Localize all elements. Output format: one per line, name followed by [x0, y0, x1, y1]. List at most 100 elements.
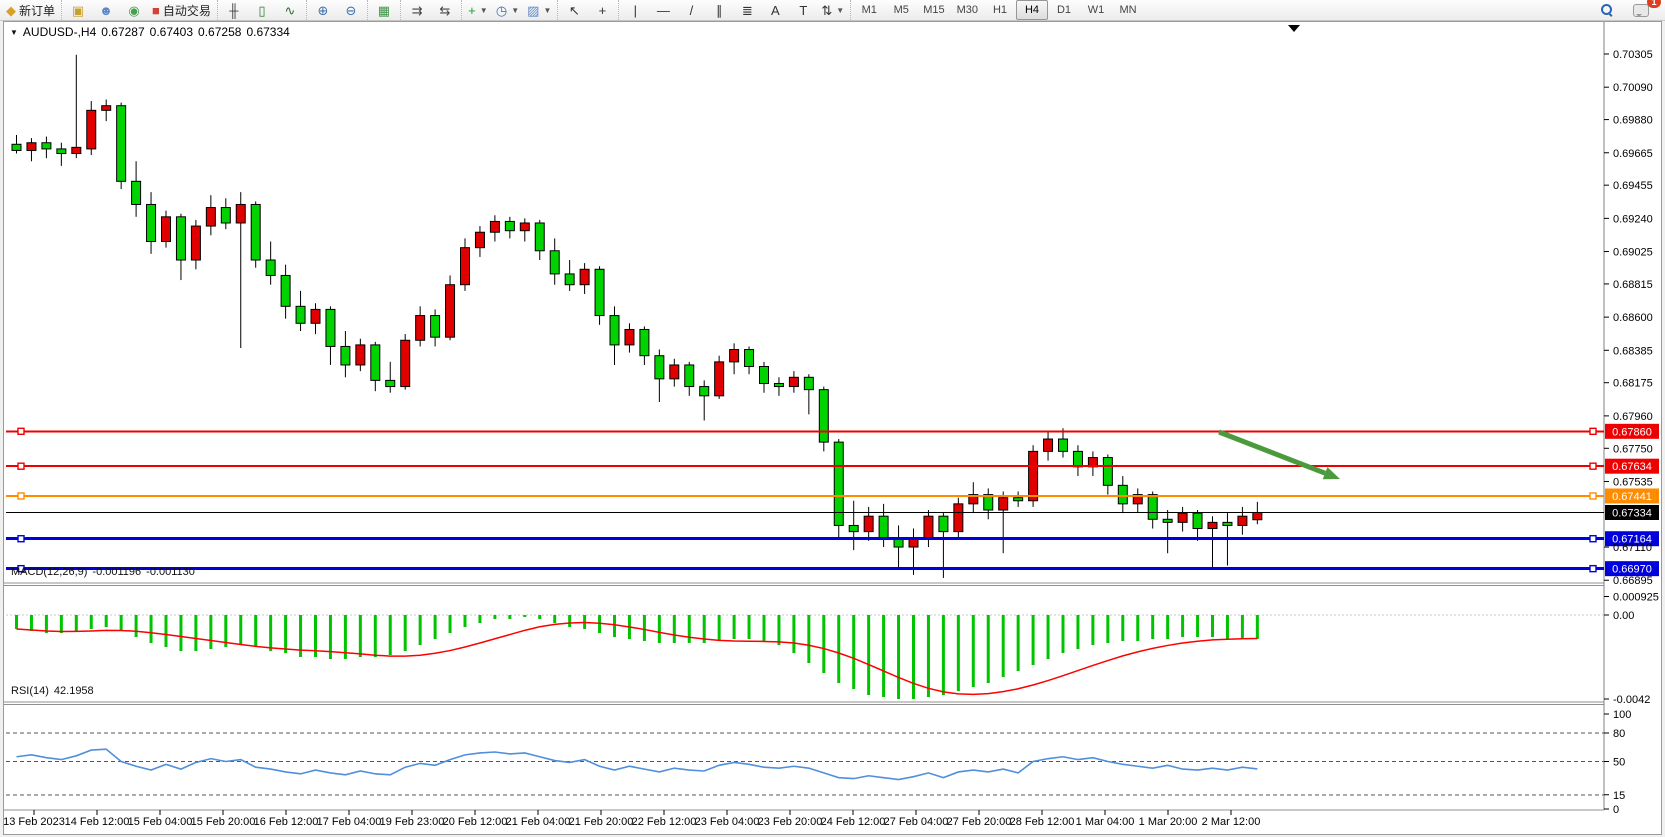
chart-shift-marker[interactable]	[1288, 25, 1300, 32]
candle-body	[295, 305, 306, 324]
timeframe-d1-button[interactable]: D1	[1056, 4, 1072, 16]
candle-body	[1132, 494, 1143, 505]
chevron-down-icon[interactable]: ▼	[511, 5, 520, 15]
toolbar-group: ⊕ ⊖	[305, 0, 367, 20]
candle-body	[370, 344, 381, 381]
trend-arrow-line[interactable]	[1218, 429, 1326, 476]
vertical-line-button[interactable]: |	[621, 0, 649, 20]
candle-body	[385, 379, 396, 388]
tile-windows-button[interactable]: ▦	[370, 0, 398, 20]
candle-body	[968, 494, 979, 505]
new-order-icon: ◆	[6, 2, 16, 18]
timeframe-h4-button[interactable]: H4	[1016, 0, 1049, 20]
trendline-icon: /	[689, 2, 694, 18]
candle-body	[519, 222, 530, 232]
zoom-out-button[interactable]: ⊖	[337, 0, 365, 20]
hline-handle[interactable]	[17, 535, 25, 543]
crosshair-button[interactable]: +	[588, 0, 616, 20]
autotrading-button[interactable]: ■ 自动交易	[148, 0, 215, 20]
cursor-icon: ↖	[568, 2, 580, 18]
timeframe-m30-button[interactable]: M30	[956, 4, 979, 16]
price-badge	[1605, 488, 1659, 504]
timeframe-m1-button[interactable]: M1	[861, 4, 877, 16]
chart-window[interactable]: ▼ AUDUSD-,H4 0.67287 0.67403 0.67258 0.6…	[3, 21, 1662, 835]
hline-handle[interactable]	[1589, 564, 1597, 573]
hline-handle[interactable]	[1589, 427, 1597, 436]
chevron-down-icon[interactable]: ▼	[543, 5, 552, 15]
candle-body	[41, 142, 52, 150]
text-label-icon: T	[799, 2, 808, 18]
zoom-in-button[interactable]: ⊕	[309, 0, 337, 20]
hline-handle[interactable]	[1589, 492, 1597, 500]
time-tick-label: 22 Feb 12:00	[632, 816, 697, 828]
chevron-down-icon[interactable]: ▼	[479, 5, 488, 15]
price-badge-value: 0.66970	[1612, 564, 1652, 576]
timeframe-h1-button[interactable]: H1	[992, 4, 1008, 16]
candle-body	[938, 515, 949, 533]
candle-body	[714, 361, 725, 397]
candle-body	[146, 203, 157, 243]
search-button[interactable]	[1593, 0, 1621, 20]
time-tick-label: 21 Feb 04:00	[506, 816, 571, 828]
horizontal-line-button[interactable]: —	[649, 0, 677, 20]
timeframe-m5-button[interactable]: M5	[893, 4, 909, 16]
price-badge-value: 0.67164	[1612, 534, 1652, 546]
trendline-button[interactable]: /	[677, 0, 705, 20]
candle-body	[460, 247, 470, 286]
templates-button[interactable]: ▨ ▼	[523, 0, 555, 20]
line-chart-icon: ∿	[284, 2, 296, 18]
chart-dropdown-icon[interactable]: ▼	[10, 27, 18, 37]
macd-label: MACD(12,26,9) -0.001196 -0.001130	[11, 566, 195, 578]
candle-body	[1117, 484, 1128, 505]
hline-handle[interactable]	[1589, 462, 1597, 470]
notifications-button[interactable]: 1	[1627, 0, 1661, 20]
hline-handle[interactable]	[17, 427, 25, 436]
candle-body	[744, 349, 755, 367]
line-chart-button[interactable]: ∿	[276, 0, 304, 20]
candle-body	[415, 315, 426, 341]
arrows-button[interactable]: ⇅ ▼	[817, 0, 848, 20]
hline-handle[interactable]	[1589, 535, 1597, 543]
auto-scroll-button[interactable]: ⇉	[403, 0, 431, 20]
hline-handle[interactable]	[17, 564, 25, 573]
cursor-button[interactable]: ↖	[560, 0, 588, 20]
signal-icon[interactable]: ◉	[120, 0, 148, 20]
chart-window-icon[interactable]: ▣	[64, 0, 92, 20]
bar-chart-button[interactable]: ╫	[220, 0, 248, 20]
chart-shift-button[interactable]: ⇆	[431, 0, 459, 20]
timeframe-m15-button[interactable]: M15	[923, 4, 945, 16]
price-badge-value: 0.67334	[1612, 507, 1652, 519]
candle-body	[131, 180, 142, 205]
timeframe-w1-button[interactable]: W1	[1087, 4, 1105, 16]
chevron-down-icon[interactable]: ▼	[836, 5, 845, 15]
chart-canvas[interactable]: 0.67860 0.67634 0.67441 0.67334 0.67164 0.669…	[4, 22, 1659, 832]
candle-body	[86, 109, 97, 150]
time-tick-label: 23 Feb 20:00	[758, 816, 823, 828]
macd-tick-label: 0.000925	[1613, 592, 1659, 604]
candle-body	[474, 231, 485, 249]
indicators-icon: +	[468, 2, 476, 18]
notification-count-badge: 1	[1647, 0, 1661, 8]
candle-body	[594, 268, 605, 317]
fibonacci-button[interactable]: ≣	[733, 0, 761, 20]
candle-body	[669, 364, 680, 380]
vertical-line-icon: |	[633, 2, 638, 18]
text-label-button[interactable]: T	[789, 0, 817, 20]
candle-body	[624, 328, 635, 346]
periods-button[interactable]: ◷ ▼	[492, 0, 523, 20]
hline-handle[interactable]	[17, 462, 25, 470]
candle-body	[564, 273, 575, 286]
equidistant-channel-button[interactable]: ∥	[705, 0, 733, 20]
rsi-line	[16, 748, 1258, 781]
timeframe-toolbar: M1 M5 M15 M30 H1 H4 D1 W1 MN	[850, 0, 1146, 20]
indicators-button[interactable]: + ▼	[464, 0, 492, 20]
candlestick-chart-button[interactable]: ▯	[248, 0, 276, 20]
metaeditor-icon[interactable]: ☻	[92, 0, 120, 20]
price-badge	[1605, 561, 1659, 577]
text-button[interactable]: A	[761, 0, 789, 20]
toolbar-group: ▦	[366, 0, 400, 20]
time-tick-label: 23 Feb 04:00	[695, 816, 760, 828]
hline-handle[interactable]	[17, 492, 25, 500]
timeframe-mn-button[interactable]: MN	[1119, 4, 1137, 16]
new-order-button[interactable]: ◆ 新订单	[2, 0, 59, 20]
